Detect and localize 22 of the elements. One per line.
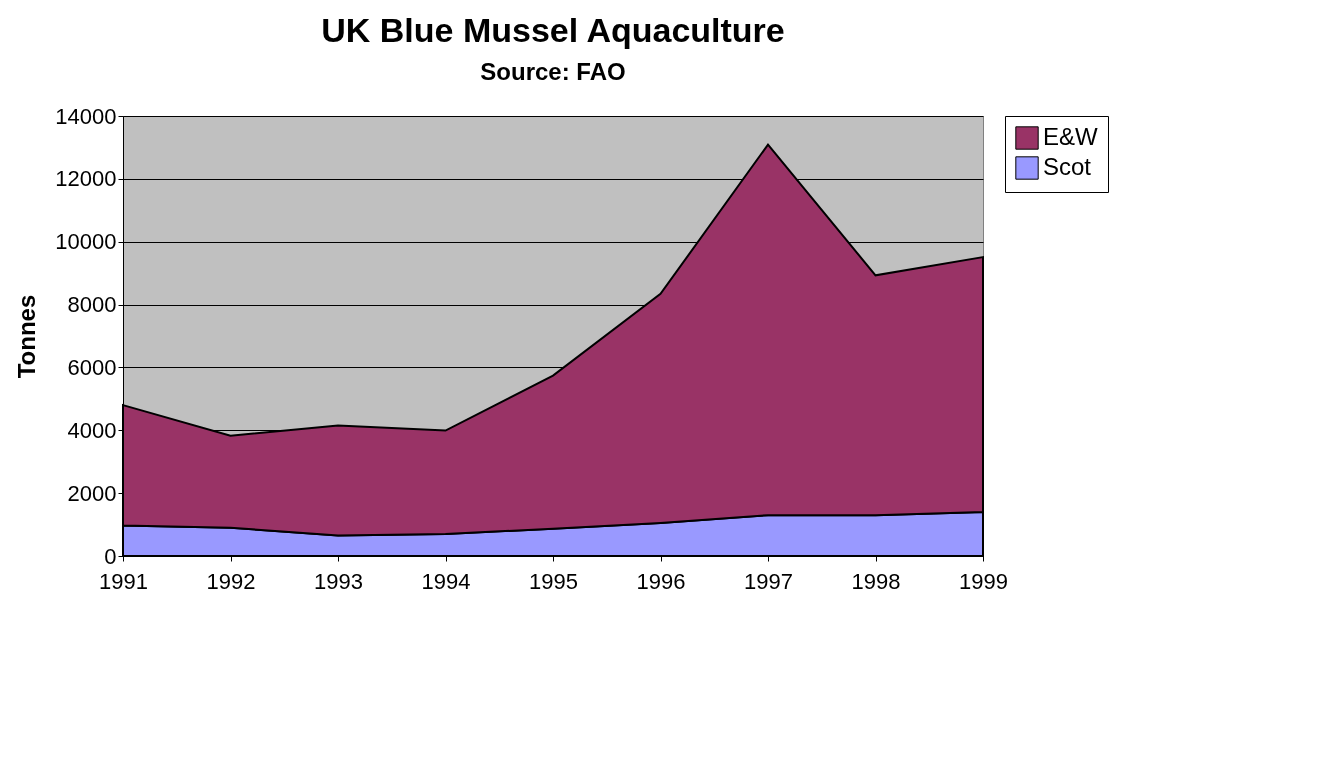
- chart-title: UK Blue Mussel Aquaculture: [321, 11, 785, 49]
- x-tick-label: 1992: [206, 568, 256, 594]
- y-tick-label: 14000: [55, 103, 117, 129]
- chart-subtitle: Source: FAO: [480, 58, 626, 85]
- y-tick-label: 12000: [55, 166, 117, 192]
- x-tick-label: 1997: [744, 568, 793, 594]
- y-tick-label: 2000: [67, 480, 117, 506]
- x-tick-label: 1995: [529, 568, 578, 594]
- y-tick-label: 4000: [67, 417, 117, 443]
- y-tick-label: 10000: [55, 229, 117, 255]
- x-tick-label: 1996: [636, 568, 686, 594]
- x-tick-label: 1999: [959, 568, 1008, 594]
- y-tick-label: 8000: [67, 292, 117, 318]
- x-tick-label: 1998: [851, 568, 901, 594]
- y-tick-label: 0: [104, 543, 117, 569]
- y-axis-title: Tonnes: [13, 294, 41, 379]
- x-tick-label: 1994: [421, 568, 471, 594]
- x-tick-label: 1991: [99, 568, 148, 594]
- x-tick-label: 1993: [314, 568, 363, 594]
- y-tick-label: 6000: [67, 354, 117, 380]
- legend-label: E&W: [1043, 123, 1099, 150]
- legend-label: Scot: [1043, 153, 1092, 180]
